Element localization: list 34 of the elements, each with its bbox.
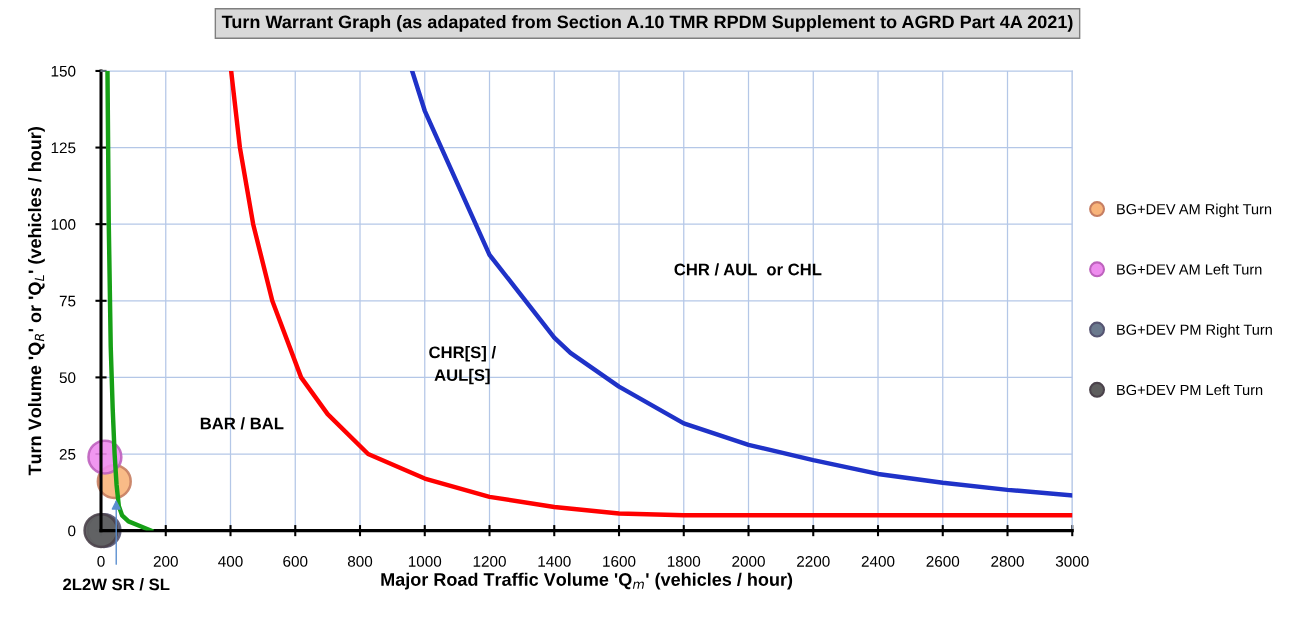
annotation: CHR[S] / AUL[S]: [429, 345, 496, 385]
legend-label: BG+DEV AM Left Turn: [1117, 263, 1262, 275]
x-tick-label: 1400: [538, 556, 571, 567]
y-tick-label: 0: [68, 525, 76, 537]
legend-label: BG+DEV PM Left Turn: [1117, 384, 1263, 396]
annotation: 2L2W SR / SL: [63, 578, 170, 591]
x-tick-label: 800: [347, 556, 373, 567]
y-tick-label: 25: [59, 448, 76, 460]
x-tick-label: 3000: [1055, 556, 1089, 567]
x-tick-label: 200: [153, 556, 178, 567]
y-tick-label: 75: [59, 295, 76, 307]
annotation: BAR / BAL: [200, 417, 284, 430]
annotation: CHR / AUL or CHL: [674, 263, 822, 276]
chart-title: Turn Warrant Graph (as adapated from Section A.10 TMR RPDM Supplement to AGRD Part 4A 2021): [221, 15, 1073, 32]
x-tick-label: 2800: [991, 556, 1024, 567]
y-tick-label: 50: [59, 372, 76, 384]
y-tick-label: 150: [51, 65, 76, 77]
x-tick-label: 1200: [473, 556, 506, 567]
legend-label: BG+DEV PM Right Turn: [1117, 324, 1272, 338]
x-tick-label: 2200: [797, 556, 830, 567]
x-tick-label: 400: [218, 556, 243, 567]
y-tick-label: 100: [51, 219, 76, 230]
x-tick-label: 2000: [732, 556, 765, 567]
legend-label: BG+DEV AM Right Turn: [1117, 203, 1272, 218]
y-axis-title: Turn Volume 'Q$_{R}$' or 'Q$_{L}$' (vehicles / hour): [27, 127, 45, 476]
x-tick-label: 1000: [408, 556, 442, 567]
y-tick-label: 125: [51, 142, 76, 154]
x-tick-label: 2400: [861, 556, 895, 567]
x-axis-title: Major Road Traffic Volume 'Q$_{m}$' (vehicles / hour): [381, 572, 793, 590]
x-tick-label: 1800: [667, 556, 701, 567]
x-tick-label: 1600: [603, 556, 636, 567]
x-tick-label: 0: [97, 556, 105, 567]
x-tick-label: 2600: [926, 556, 960, 567]
x-tick-label: 600: [283, 556, 308, 567]
